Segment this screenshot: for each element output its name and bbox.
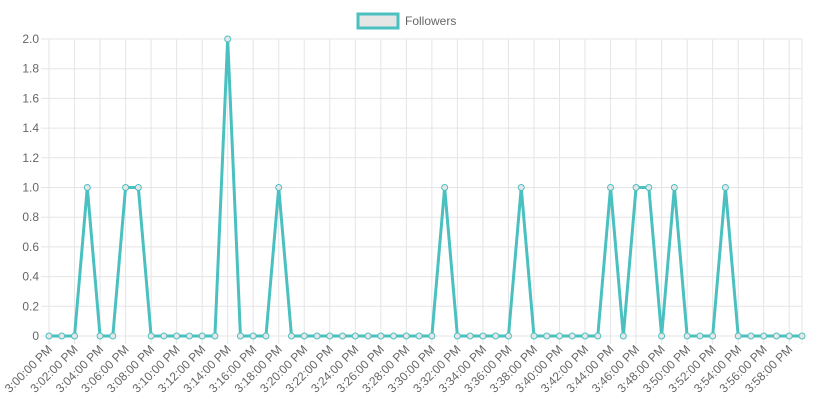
y-axis-ticks: 0 0.2 0.4 0.6 0.8 1.0 1.2 1.4 1.6 1.8 2.0: [22, 32, 39, 343]
legend-swatch-followers[interactable]: [356, 12, 400, 30]
data-point[interactable]: [211, 332, 219, 340]
data-point[interactable]: [632, 184, 640, 191]
data-point[interactable]: [441, 184, 449, 191]
data-point[interactable]: [734, 332, 742, 340]
data-point[interactable]: [709, 332, 717, 340]
data-point[interactable]: [300, 332, 308, 340]
data-point[interactable]: [466, 332, 474, 340]
data-point[interactable]: [198, 332, 206, 340]
y-tick-label: 1.0: [22, 181, 39, 195]
data-point[interactable]: [670, 184, 678, 191]
data-point[interactable]: [71, 332, 79, 340]
data-point[interactable]: [619, 332, 627, 340]
data-point[interactable]: [428, 332, 436, 340]
data-point[interactable]: [543, 332, 551, 340]
legend-label-followers[interactable]: Followers: [405, 14, 456, 28]
data-point[interactable]: [402, 332, 410, 340]
data-point[interactable]: [160, 332, 168, 340]
data-point[interactable]: [479, 332, 487, 340]
data-point[interactable]: [134, 184, 142, 191]
data-point[interactable]: [326, 332, 334, 340]
grid: [41, 38, 803, 344]
data-point[interactable]: [364, 332, 372, 340]
y-tick-label: 0.6: [22, 240, 39, 254]
y-tick-label: 1.6: [22, 91, 39, 105]
data-point[interactable]: [568, 332, 576, 340]
data-point[interactable]: [607, 184, 615, 191]
data-point[interactable]: [262, 332, 270, 340]
data-point[interactable]: [798, 332, 806, 340]
y-tick-label: 1.4: [22, 121, 39, 135]
data-point[interactable]: [658, 332, 666, 340]
data-point[interactable]: [339, 332, 347, 340]
data-point[interactable]: [721, 184, 729, 191]
data-point[interactable]: [249, 332, 257, 340]
y-tick-label: 1.2: [22, 151, 39, 165]
y-tick-label: 0: [32, 329, 39, 343]
data-point[interactable]: [785, 332, 793, 340]
data-point[interactable]: [173, 332, 181, 340]
data-point[interactable]: [122, 184, 130, 191]
y-tick-label: 2.0: [22, 32, 39, 46]
data-point[interactable]: [747, 332, 755, 340]
data-point[interactable]: [453, 332, 461, 340]
y-tick-label: 0.8: [22, 210, 39, 224]
legend[interactable]: Followers: [356, 12, 456, 30]
data-point[interactable]: [109, 332, 117, 340]
data-point[interactable]: [275, 184, 283, 191]
data-point[interactable]: [504, 332, 512, 340]
data-point[interactable]: [377, 332, 385, 340]
data-point[interactable]: [696, 332, 704, 340]
data-point[interactable]: [351, 332, 359, 340]
data-point[interactable]: [313, 332, 321, 340]
data-point[interactable]: [556, 332, 564, 340]
data-point[interactable]: [83, 184, 91, 191]
data-point[interactable]: [492, 332, 500, 340]
data-point[interactable]: [683, 332, 691, 340]
data-point[interactable]: [390, 332, 398, 340]
data-point[interactable]: [96, 332, 104, 340]
data-point[interactable]: [772, 332, 780, 340]
data-point[interactable]: [530, 332, 538, 340]
data-point[interactable]: [236, 332, 244, 340]
x-axis-ticks: 3:00:00 PM3:02:00 PM3:04:00 PM3:06:00 PM…: [2, 342, 796, 395]
data-point[interactable]: [581, 332, 589, 340]
data-point[interactable]: [645, 184, 653, 191]
y-tick-label: 0.4: [22, 270, 39, 284]
data-point[interactable]: [594, 332, 602, 340]
data-point[interactable]: [287, 332, 295, 340]
data-point[interactable]: [760, 332, 768, 340]
data-point[interactable]: [185, 332, 193, 340]
data-point[interactable]: [45, 332, 53, 340]
data-point[interactable]: [224, 35, 232, 43]
y-tick-label: 0.2: [22, 299, 39, 313]
y-tick-label: 1.8: [22, 62, 39, 76]
data-point[interactable]: [415, 332, 423, 340]
data-point[interactable]: [58, 332, 66, 340]
data-point[interactable]: [147, 332, 155, 340]
data-point[interactable]: [517, 184, 525, 191]
series-layer: [45, 35, 806, 340]
